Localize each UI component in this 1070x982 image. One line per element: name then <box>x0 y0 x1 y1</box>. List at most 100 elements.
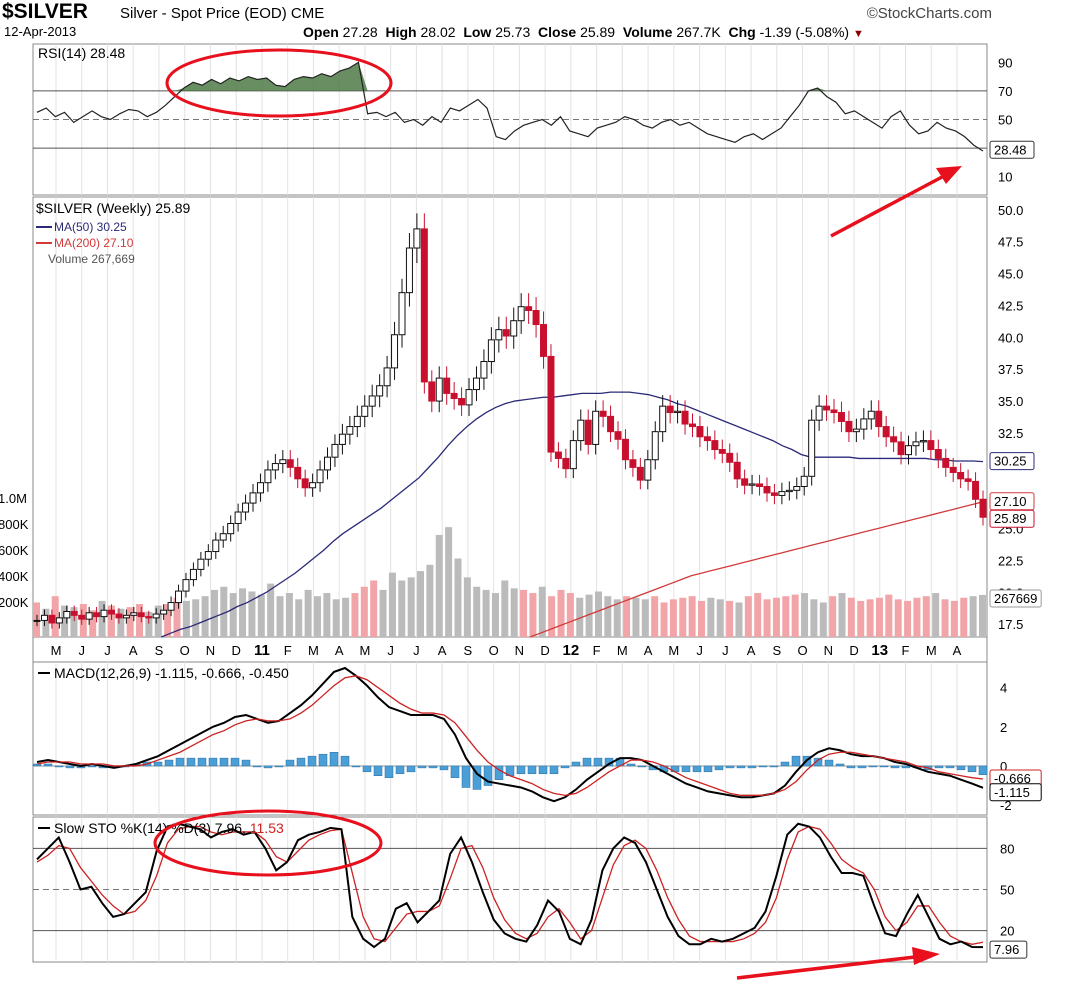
candle-body <box>711 440 719 451</box>
macd-histogram-bar <box>626 763 636 767</box>
macd-histogram-bar <box>692 765 702 773</box>
candle-body <box>63 610 71 619</box>
macd-histogram-bar <box>780 761 790 767</box>
volume-axis-label: 200K <box>0 595 29 610</box>
candle-body <box>592 410 600 445</box>
rsi-line <box>36 61 984 152</box>
candle-body <box>808 419 816 477</box>
candle-body <box>621 438 629 461</box>
sto-legend-prefix: Slow STO %K(14) %D(3) <box>54 820 215 836</box>
volume-bar <box>248 591 256 637</box>
volume-bar <box>220 586 228 637</box>
rsi-current-value: 28.48 <box>994 142 1027 157</box>
x-tick-label: S <box>464 643 473 658</box>
sto-y-tick: 80 <box>1000 841 1014 856</box>
volume-bar <box>407 577 415 637</box>
candle-body <box>949 466 957 473</box>
volume-bar <box>576 597 584 637</box>
candle-body <box>577 419 585 442</box>
volume-bar <box>688 596 696 637</box>
volume-bar <box>360 586 368 637</box>
volume-bar <box>126 607 134 637</box>
volume-bar <box>960 597 968 637</box>
volume-bar <box>819 602 827 637</box>
macd-histogram-bar <box>296 757 306 767</box>
candle-body <box>688 423 696 428</box>
red-ellipse-rsi <box>165 48 393 118</box>
candle-body <box>242 502 250 513</box>
candle-body <box>338 433 346 445</box>
macd-histogram-bar <box>87 765 97 768</box>
panel-frame-macd <box>32 661 988 816</box>
x-tick-label: D <box>540 643 549 658</box>
volume-bar <box>716 599 724 637</box>
candle-body <box>942 457 950 468</box>
x-tick-label: N <box>206 643 215 658</box>
x-tick-label: J <box>696 643 703 658</box>
rsi-y-tick: 50 <box>998 113 1012 128</box>
volume-bar <box>632 597 640 637</box>
volume-bar <box>726 600 734 637</box>
macd-histogram-bar <box>32 763 42 767</box>
candle-body <box>607 415 615 433</box>
candle-body <box>927 440 935 451</box>
sto-current-value-box <box>989 940 1028 959</box>
sto-legend-k: 7.96 <box>215 820 242 836</box>
x-tick-label: 12 <box>563 642 580 659</box>
candle-body <box>137 612 145 618</box>
candle-body <box>718 449 726 454</box>
candle-body <box>964 478 972 482</box>
candle-body <box>368 395 376 407</box>
macd-histogram-bar <box>318 753 328 767</box>
candle-body <box>800 475 808 488</box>
volume-bar <box>117 608 125 637</box>
volume-bar <box>454 558 462 637</box>
volume-bar <box>548 596 556 637</box>
candle-body <box>85 612 93 620</box>
candle-body <box>860 418 868 430</box>
macd-y-tick: -2 <box>1000 798 1012 813</box>
volume-bar <box>941 599 949 637</box>
price-y-tick: 22.5 <box>998 553 1023 568</box>
candle-body <box>197 558 205 570</box>
macd-histogram-bar <box>549 765 559 775</box>
x-tick-label: M <box>617 643 628 658</box>
candle-body <box>361 405 369 417</box>
macd-histogram-bar <box>593 757 603 767</box>
volume-bar <box>482 589 490 637</box>
rsi-y-tick: 10 <box>998 170 1012 185</box>
macd-histogram-bar <box>890 765 900 769</box>
candle-body <box>666 405 674 414</box>
volume-bar <box>913 597 921 637</box>
volume-bar <box>763 599 771 637</box>
x-tick-label: O <box>180 643 190 658</box>
candle-body <box>681 410 689 425</box>
macd-histogram-bar <box>736 765 746 769</box>
ma200-line <box>529 501 984 638</box>
volume-bar <box>351 593 359 637</box>
candle-body <box>279 459 287 465</box>
macd-histogram-bar <box>417 765 427 769</box>
volume-bar <box>866 599 874 637</box>
macd-histogram-bar <box>241 759 251 767</box>
symbol-title: $SILVER <box>2 0 88 23</box>
macd-histogram-bar <box>461 765 471 788</box>
x-tick-label: N <box>824 643 833 658</box>
volume-bar <box>426 564 434 637</box>
macd-histogram-bar <box>769 765 779 768</box>
macd-histogram-bar <box>582 757 592 767</box>
volume-bar <box>969 596 977 637</box>
macd-histogram-bar <box>868 765 878 768</box>
candle-body <box>100 609 108 618</box>
macd-legend: MACD(12,26,9) -1.115, -0.666, -0.450 <box>54 665 289 681</box>
x-tick-label: M <box>359 643 370 658</box>
candle-body <box>346 426 354 435</box>
macd-y-tick: 4 <box>1000 681 1007 696</box>
ma50-value-box <box>989 452 1035 471</box>
macd-histogram-bar <box>307 755 317 767</box>
sto-y-tick: 20 <box>1000 924 1014 939</box>
legend-price: $SILVER (Weekly) 25.89 <box>36 200 191 216</box>
volume-bar <box>538 586 546 637</box>
brand-watermark: ©StockCharts.com <box>866 5 992 22</box>
candle-body <box>778 491 786 496</box>
